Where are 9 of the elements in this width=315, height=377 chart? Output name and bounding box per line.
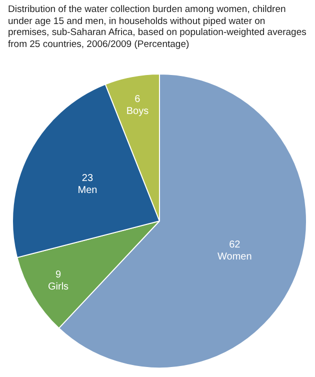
data-label: 62 [229,240,241,251]
data-label: 9 [55,270,62,281]
chart-title: Distribution of the water collection burden among women, children under age 15 and men, in households without piped water on premises, sub-Saharan Africa, based on population-weighted averages from 25 countries, 2006/2009 (Percentage) [8,4,308,50]
data-label: 6 [134,94,141,106]
data-label: 23 [82,173,94,184]
slice-label: Girls [48,282,69,293]
slice-label: Women [218,252,252,263]
slice-label: Men [78,185,98,196]
slice-label: Boys [126,106,149,118]
